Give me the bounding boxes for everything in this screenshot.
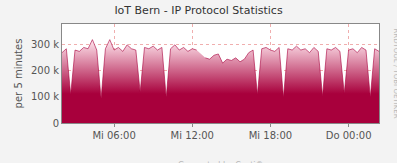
svg-text:200 k: 200 k <box>31 65 59 76</box>
svg-text:Mi 18:00: Mi 18:00 <box>249 130 292 141</box>
svg-text:300 k: 300 k <box>31 39 59 50</box>
svg-text:100 k: 100 k <box>31 91 59 102</box>
svg-text:Do 00:00: Do 00:00 <box>326 130 372 141</box>
svg-text:0: 0 <box>53 118 59 129</box>
svg-text:per 5 minutes: per 5 minutes <box>13 39 24 109</box>
svg-text:Mi 06:00: Mi 06:00 <box>92 130 135 141</box>
svg-text:Generated by Cacti®: Generated by Cacti® <box>178 161 264 163</box>
svg-text:Mi 12:00: Mi 12:00 <box>171 130 214 141</box>
svg-text:RRDTOOL / TOBI OETIKER: RRDTOOL / TOBI OETIKER <box>392 28 397 118</box>
svg-text:IoT Bern - IP Protocol Statist: IoT Bern - IP Protocol Statistics <box>114 4 283 17</box>
